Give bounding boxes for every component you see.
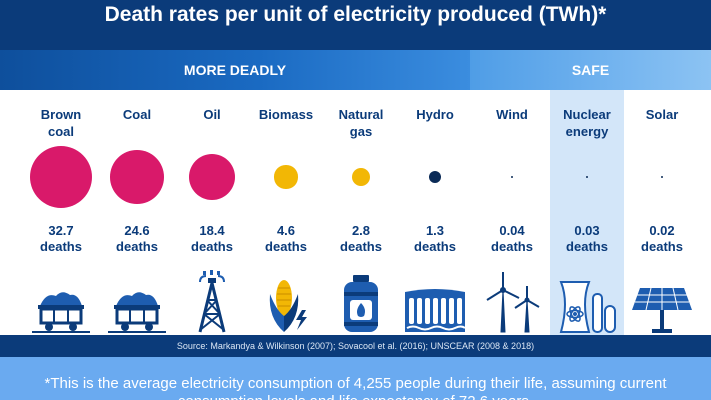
bubble-wrap — [97, 147, 177, 207]
energy-source-label: Biomass — [258, 107, 314, 122]
value-number: 1.3 — [425, 223, 445, 238]
value-number: 4.6 — [276, 223, 296, 238]
column-biomass: Biomass 4.6 deaths — [246, 90, 326, 335]
death-rate-value: 18.4 deaths — [172, 223, 252, 255]
value-unit: deaths — [566, 239, 608, 254]
death-rate-bubble — [660, 175, 664, 179]
energy-source-label: Oil — [203, 107, 221, 122]
mine-cart-icon — [21, 268, 101, 334]
death-rate-bubble — [351, 167, 371, 187]
oil-derrick-icon — [172, 268, 252, 334]
bubble-wrap — [395, 147, 475, 207]
value-unit: deaths — [414, 239, 456, 254]
more-deadly-band: MORE DEADLY — [0, 50, 470, 90]
value-number: 0.03 — [574, 223, 600, 238]
column-oil: Oil 18.4 deaths — [172, 90, 252, 335]
death-rate-value: 24.6 deaths — [97, 223, 177, 255]
column-natural-gas: Natural gas 2.8 deaths — [321, 90, 401, 335]
death-rate-bubble — [274, 165, 298, 189]
death-rate-bubble — [110, 150, 164, 204]
value-number: 0.04 — [499, 223, 525, 238]
death-rate-value: 32.7 deaths — [21, 223, 101, 255]
solar-panel-icon — [622, 268, 702, 334]
value-number: 18.4 — [199, 223, 225, 238]
death-rate-value: 0.02 deaths — [622, 223, 702, 255]
energy-source-label: Natural gas — [338, 107, 384, 139]
corn-icon — [246, 268, 326, 334]
death-rate-bubble — [585, 175, 589, 179]
death-rate-value: 0.04 deaths — [472, 223, 552, 255]
value-number: 0.02 — [649, 223, 675, 238]
bubble-wrap — [21, 146, 101, 208]
energy-source-label: Wind — [496, 107, 528, 122]
death-rate-value: 0.03 deaths — [547, 223, 627, 255]
energy-source-label: Hydro — [416, 107, 454, 122]
column-solar: Solar 0.02 deaths — [622, 90, 702, 335]
nuclear-highlight — [550, 90, 624, 335]
bubble-wrap — [622, 147, 702, 207]
value-unit: deaths — [40, 239, 82, 254]
value-unit: deaths — [265, 239, 307, 254]
bubble-wrap — [246, 147, 326, 207]
bubble-wrap — [547, 147, 627, 207]
value-unit: deaths — [340, 239, 382, 254]
wind-turbine-icon — [472, 268, 552, 334]
energy-source-label: Brown coal — [40, 107, 82, 139]
column-coal: Coal 24.6 deaths — [97, 90, 177, 335]
column-brown-coal: Brown coal 32.7 deaths — [21, 90, 101, 335]
value-number: 24.6 — [124, 223, 150, 238]
mine-cart-icon — [97, 268, 177, 334]
source-note: Source: Markandya & Wilkinson (2007); So… — [0, 335, 711, 357]
value-number: 2.8 — [351, 223, 371, 238]
value-unit: deaths — [641, 239, 683, 254]
column-hydro: Hydro 1.3 deaths — [395, 90, 475, 335]
column-nuclear-energy: Nuclear energy 0.03 deaths — [547, 90, 627, 335]
footnote-text: *This is the average electricity consump… — [44, 375, 667, 400]
bubble-wrap — [472, 147, 552, 207]
energy-source-label: Solar — [645, 107, 679, 122]
nuclear-plant-icon — [547, 268, 627, 334]
value-unit: deaths — [491, 239, 533, 254]
bubble-wrap — [321, 147, 401, 207]
death-rate-value: 1.3 deaths — [395, 223, 475, 255]
value-number: 32.7 — [48, 223, 74, 238]
gas-cylinder-icon — [321, 268, 401, 334]
bubble-wrap — [172, 147, 252, 207]
chart-title: Death rates per unit of electricity prod… — [0, 0, 711, 50]
safe-band: SAFE — [470, 50, 711, 90]
value-unit: deaths — [116, 239, 158, 254]
death-rate-bubble — [188, 153, 236, 201]
death-rate-bubble — [30, 146, 92, 208]
column-wind: Wind 0.04 deaths — [472, 90, 552, 335]
death-rate-bubble — [428, 170, 442, 184]
energy-source-label: Nuclear energy — [563, 107, 611, 139]
death-rate-value: 2.8 deaths — [321, 223, 401, 255]
footnote-panel: *This is the average electricity consump… — [0, 357, 711, 400]
death-rate-value: 4.6 deaths — [246, 223, 326, 255]
energy-source-label: Coal — [122, 107, 152, 122]
dam-icon — [395, 268, 475, 334]
value-unit: deaths — [191, 239, 233, 254]
death-rate-bubble — [510, 175, 514, 179]
